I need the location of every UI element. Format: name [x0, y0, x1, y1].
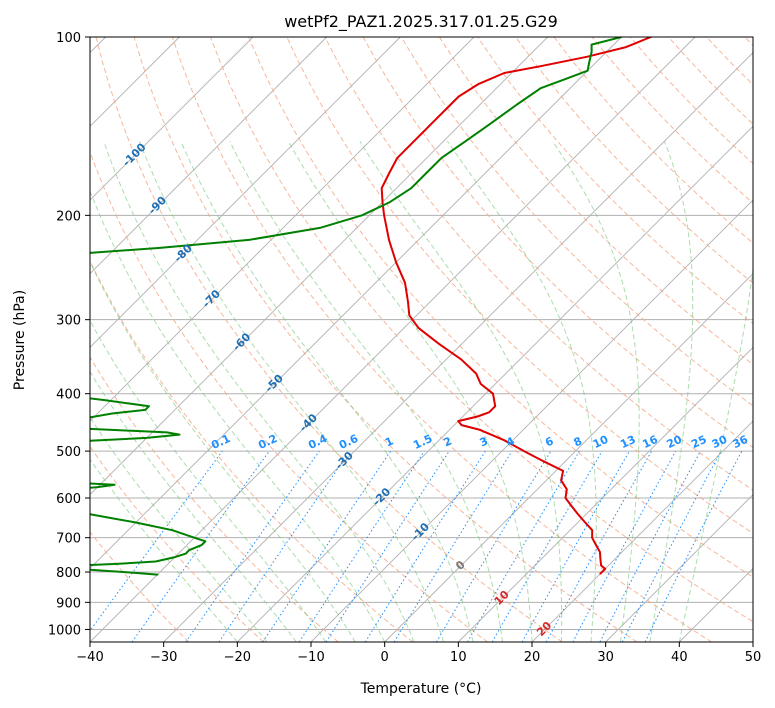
mixing-ratio-label: 36	[731, 433, 751, 451]
moist-adiabat	[90, 416, 268, 642]
mixing-ratio-line	[185, 450, 320, 642]
dry-adiabat	[248, 37, 753, 578]
moist-adiabat	[90, 260, 356, 642]
dry-adiabat	[95, 37, 563, 642]
dry-adiabat	[400, 37, 753, 407]
moist-adiabat	[103, 141, 415, 642]
dry-adiabat	[90, 259, 414, 642]
dry-adiabat	[210, 37, 753, 623]
mixing-ratio-line	[521, 450, 630, 642]
mixing-ratio-line	[325, 450, 450, 642]
temperature-profile-line	[380, 37, 652, 575]
plot-frame	[89, 36, 754, 643]
x-tick-label: 30	[597, 650, 614, 665]
y-tick-label: 900	[56, 596, 81, 611]
dry-adiabat	[90, 150, 488, 642]
x-tick-label: −30	[150, 650, 177, 665]
mixing-ratio-line	[218, 450, 351, 642]
dry-adiabat	[90, 531, 190, 642]
x-tick-label: −20	[224, 650, 251, 665]
y-tick-label: 600	[56, 492, 81, 507]
dry-adiabat	[90, 356, 339, 642]
y-tick-label: 700	[56, 532, 81, 547]
moist-adiabat	[678, 265, 753, 642]
mixing-ratio-line	[262, 450, 392, 642]
moist-adiabat	[90, 319, 327, 642]
mixing-ratio-line	[90, 450, 223, 632]
y-tick-label: 100	[56, 31, 81, 46]
moist-adiabat	[649, 141, 694, 642]
moist-adiabat	[90, 458, 238, 642]
moist-adiabat	[138, 141, 445, 642]
mixing-ratio-label: 30	[710, 433, 730, 451]
isotherm-line	[237, 125, 753, 642]
mixing-ratio-line	[131, 450, 270, 642]
moist-adiabat	[180, 141, 474, 642]
mixing-ratio-label: 10	[591, 433, 611, 451]
dry-adiabat	[324, 37, 753, 491]
mixing-ratio-label: 13	[618, 433, 637, 451]
y-tick-label: 300	[56, 314, 81, 329]
moist-adiabat	[447, 141, 597, 642]
isotherm-line	[90, 37, 401, 348]
mixing-ratio-label: 25	[689, 433, 708, 451]
moist-adiabat	[229, 141, 503, 642]
x-tick-label: 10	[450, 650, 467, 665]
moist-adiabat	[288, 141, 533, 642]
x-tick-label: −40	[76, 650, 103, 665]
x-tick-label: 40	[671, 650, 688, 665]
dry-adiabat	[90, 445, 264, 642]
mixing-ratio-label: 16	[640, 433, 660, 451]
x-axis-label: Temperature (°C)	[360, 681, 482, 697]
x-tick-label: 0	[381, 650, 389, 665]
x-tick-label: 20	[524, 650, 541, 665]
isotherm-line	[163, 52, 753, 642]
dry-adiabat	[133, 37, 638, 642]
moist-adiabat	[552, 141, 640, 642]
y-tick-label: 1000	[48, 623, 81, 638]
isotherm-line	[384, 273, 753, 642]
isotherm-line	[90, 37, 327, 275]
y-tick-label: 500	[56, 445, 81, 460]
mixing-ratio-line	[644, 450, 743, 642]
isotherm-line	[90, 37, 696, 642]
moist-adiabat	[359, 141, 563, 642]
dry-adiabat	[515, 37, 753, 284]
series-layer	[90, 37, 652, 576]
mixing-ratio-line	[545, 450, 653, 642]
moist-adiabat	[90, 370, 297, 642]
chart-title: wetPf2_PAZ1.2025.317.01.25.G29	[284, 12, 558, 32]
mixing-ratio-label: 20	[665, 433, 685, 451]
dry-adiabat	[171, 37, 712, 642]
y-axis-label: Pressure (hPa)	[12, 290, 28, 390]
isotherm-line	[90, 37, 622, 569]
isotherm-line	[90, 37, 475, 422]
background-lines	[90, 37, 753, 642]
y-tick-label: 400	[56, 388, 81, 403]
isotherm-line	[90, 37, 254, 201]
x-tick-label: −10	[297, 650, 324, 665]
mixing-ratio-line	[393, 450, 513, 642]
dewpoint-profile-line	[90, 37, 623, 576]
axes: −40 −30 −20 −10 0 10 20 30 40 50 100 200 300 400 500 60…	[48, 31, 761, 665]
isotherm-line	[605, 494, 753, 642]
y-tick-label: 200	[56, 209, 81, 224]
x-tick-label: 50	[745, 650, 762, 665]
dry-adiabat	[438, 37, 753, 366]
isotherm-line	[531, 420, 753, 642]
isotherm-line	[90, 37, 548, 496]
mixing-ratio-line	[298, 450, 425, 642]
y-tick-label: 800	[56, 566, 81, 581]
mixing-ratio-line	[572, 450, 677, 642]
